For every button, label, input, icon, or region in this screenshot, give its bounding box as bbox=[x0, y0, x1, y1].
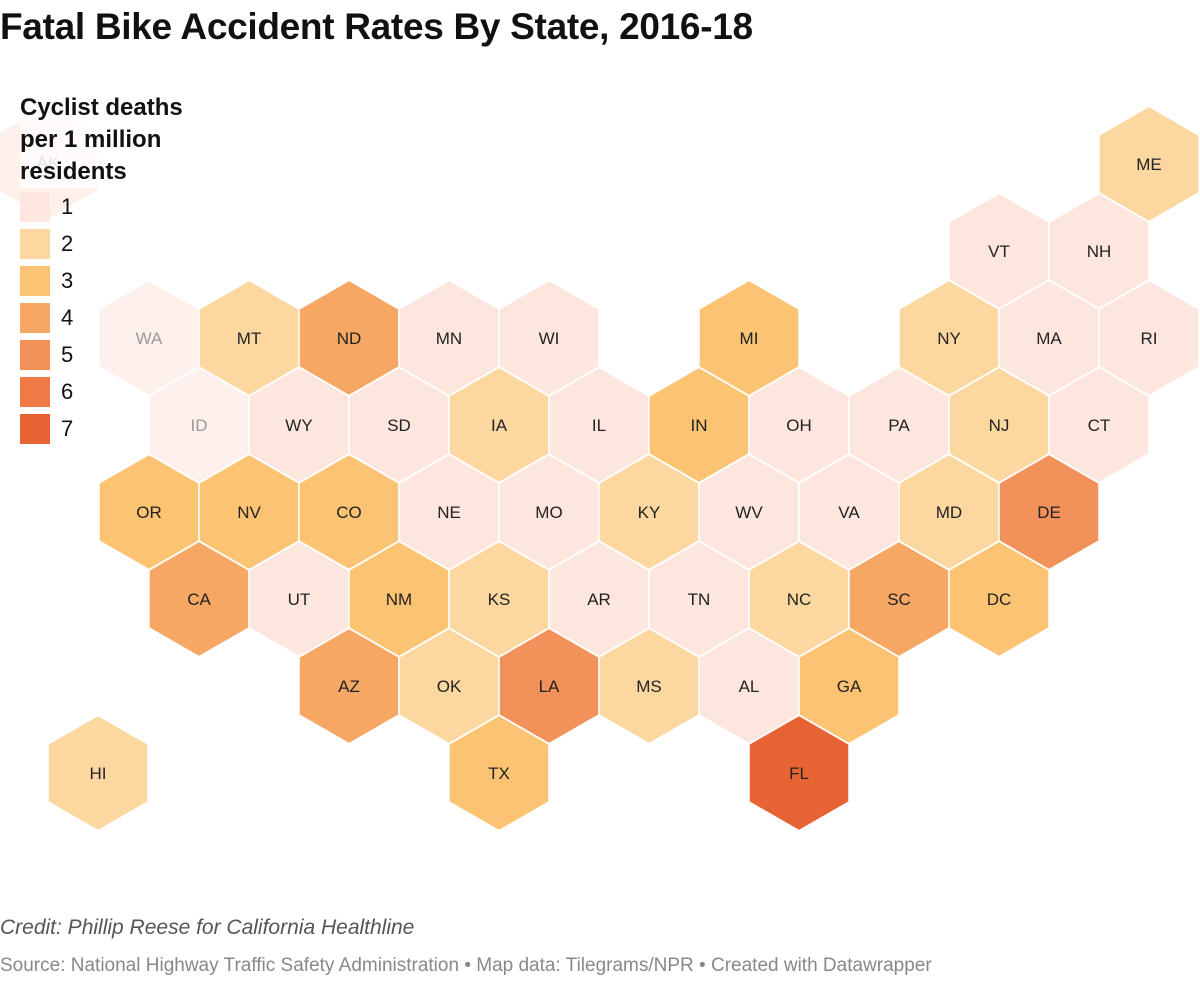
hex-label: MD bbox=[936, 503, 962, 522]
hex-label: MS bbox=[636, 677, 662, 696]
hex-label: SD bbox=[387, 416, 411, 435]
legend-swatch bbox=[20, 376, 50, 407]
hex-label: MN bbox=[436, 329, 462, 348]
legend-label: 3 bbox=[61, 267, 74, 293]
hex-label: NV bbox=[237, 503, 261, 522]
hex-label: AZ bbox=[338, 677, 360, 696]
hex-label: NJ bbox=[989, 416, 1010, 435]
legend-label: 4 bbox=[61, 304, 74, 330]
hex-shape bbox=[748, 714, 850, 832]
hex-label: CA bbox=[187, 590, 211, 609]
hex-label: NY bbox=[937, 329, 961, 348]
legend-item: 6 bbox=[20, 373, 220, 410]
hex-label: HI bbox=[90, 764, 107, 783]
hex-label: CO bbox=[336, 503, 362, 522]
hex-label: WA bbox=[136, 329, 163, 348]
state-hex-dc: DC bbox=[948, 540, 1050, 658]
legend-item: 2 bbox=[20, 225, 220, 262]
legend: Cyclist deaths per 1 million residents 1… bbox=[20, 92, 220, 447]
hex-label: SC bbox=[887, 590, 911, 609]
state-hex-me: ME bbox=[1098, 105, 1200, 223]
legend-item: 1 bbox=[20, 188, 220, 225]
hex-label: AL bbox=[739, 677, 760, 696]
legend-item: 3 bbox=[20, 262, 220, 299]
hex-label: OH bbox=[786, 416, 812, 435]
state-hex-fl: FL bbox=[748, 714, 850, 832]
state-hex-wv: WV bbox=[698, 453, 800, 571]
hex-shape bbox=[448, 714, 550, 832]
hex-label: AR bbox=[587, 590, 611, 609]
hex-label: VT bbox=[988, 242, 1010, 261]
hex-label: WI bbox=[539, 329, 560, 348]
hex-label: DE bbox=[1037, 503, 1061, 522]
hex-label: MI bbox=[740, 329, 759, 348]
state-hex-ga: GA bbox=[798, 627, 900, 745]
hex-label: RI bbox=[1141, 329, 1158, 348]
hex-label: NM bbox=[386, 590, 412, 609]
legend-item: 7 bbox=[20, 410, 220, 447]
legend-label: 5 bbox=[61, 341, 74, 367]
hex-label: WV bbox=[735, 503, 763, 522]
hex-label: GA bbox=[837, 677, 862, 696]
legend-item: 5 bbox=[20, 336, 220, 373]
hex-label: LA bbox=[539, 677, 560, 696]
hex-label: UT bbox=[288, 590, 311, 609]
state-hex-nh: NH bbox=[1048, 192, 1150, 310]
hex-label: MA bbox=[1036, 329, 1062, 348]
state-hex-tx: TX bbox=[448, 714, 550, 832]
hex-label: TX bbox=[488, 764, 510, 783]
hex-label: VA bbox=[838, 503, 860, 522]
hex-label: MT bbox=[237, 329, 262, 348]
hex-label: OR bbox=[136, 503, 162, 522]
hex-label: MO bbox=[535, 503, 562, 522]
legend-title: Cyclist deaths per 1 million residents bbox=[20, 92, 220, 188]
credit-line: Credit: Phillip Reese for California Hea… bbox=[0, 916, 415, 939]
legend-label: 6 bbox=[61, 378, 74, 404]
legend-swatch bbox=[20, 302, 50, 333]
legend-swatch bbox=[20, 191, 50, 222]
state-hex-mi: MI bbox=[698, 279, 800, 397]
hex-label: DC bbox=[987, 590, 1012, 609]
hex-label: IN bbox=[691, 416, 708, 435]
state-hex-hi: HI bbox=[47, 714, 149, 832]
source-line: Source: National Highway Traffic Safety … bbox=[0, 955, 932, 976]
hex-label: PA bbox=[888, 416, 910, 435]
state-hex-ut: UT bbox=[248, 540, 350, 658]
legend-swatch bbox=[20, 413, 50, 444]
state-hex-ca: CA bbox=[148, 540, 250, 658]
hex-label: IA bbox=[491, 416, 508, 435]
hex-shape bbox=[948, 540, 1050, 658]
hex-label: NE bbox=[437, 503, 461, 522]
hex-label: TN bbox=[688, 590, 711, 609]
hex-label: ME bbox=[1136, 155, 1162, 174]
hex-label: ND bbox=[337, 329, 362, 348]
hex-label: FL bbox=[789, 764, 809, 783]
legend-swatch bbox=[20, 265, 50, 296]
hex-label: IL bbox=[592, 416, 606, 435]
legend-label: 2 bbox=[61, 230, 74, 256]
hex-label: WY bbox=[285, 416, 312, 435]
legend-items: 1 2 3 4 5 6 7 bbox=[20, 188, 220, 447]
hex-shape bbox=[47, 714, 149, 832]
legend-swatch bbox=[20, 339, 50, 370]
chart-title: Fatal Bike Accident Rates By State, 2016… bbox=[0, 6, 753, 47]
hex-label: NH bbox=[1087, 242, 1112, 261]
legend-label: 7 bbox=[61, 415, 74, 441]
hex-label: KS bbox=[488, 590, 511, 609]
legend-swatch bbox=[20, 228, 50, 259]
hex-label: ID bbox=[191, 416, 208, 435]
hex-label: KY bbox=[638, 503, 661, 522]
legend-item: 4 bbox=[20, 299, 220, 336]
state-hex-pa: PA bbox=[848, 366, 950, 484]
hex-label: CT bbox=[1088, 416, 1111, 435]
legend-label: 1 bbox=[61, 193, 74, 219]
hex-label: NC bbox=[787, 590, 812, 609]
hex-layer: AKMEVTNHWAMTNDMNWIMINYMARIIDWYSDIAILINOH… bbox=[0, 103, 1200, 832]
hex-label: OK bbox=[437, 677, 462, 696]
state-hex-al: AL bbox=[698, 627, 800, 745]
